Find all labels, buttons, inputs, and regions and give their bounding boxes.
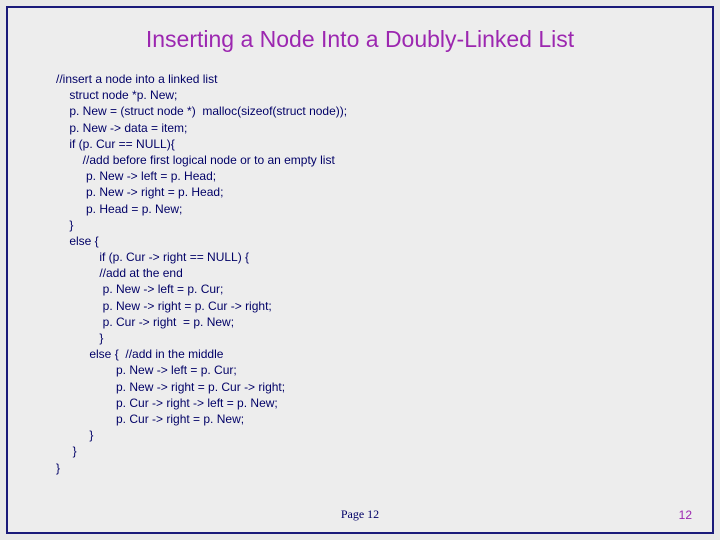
code-block: //insert a node into a linked list struc… xyxy=(8,71,712,476)
page-footer-center: Page 12 xyxy=(8,507,712,522)
slide-title: Inserting a Node Into a Doubly-Linked Li… xyxy=(8,26,712,53)
slide-frame: Inserting a Node Into a Doubly-Linked Li… xyxy=(6,6,714,534)
page-footer-right: 12 xyxy=(679,508,692,522)
